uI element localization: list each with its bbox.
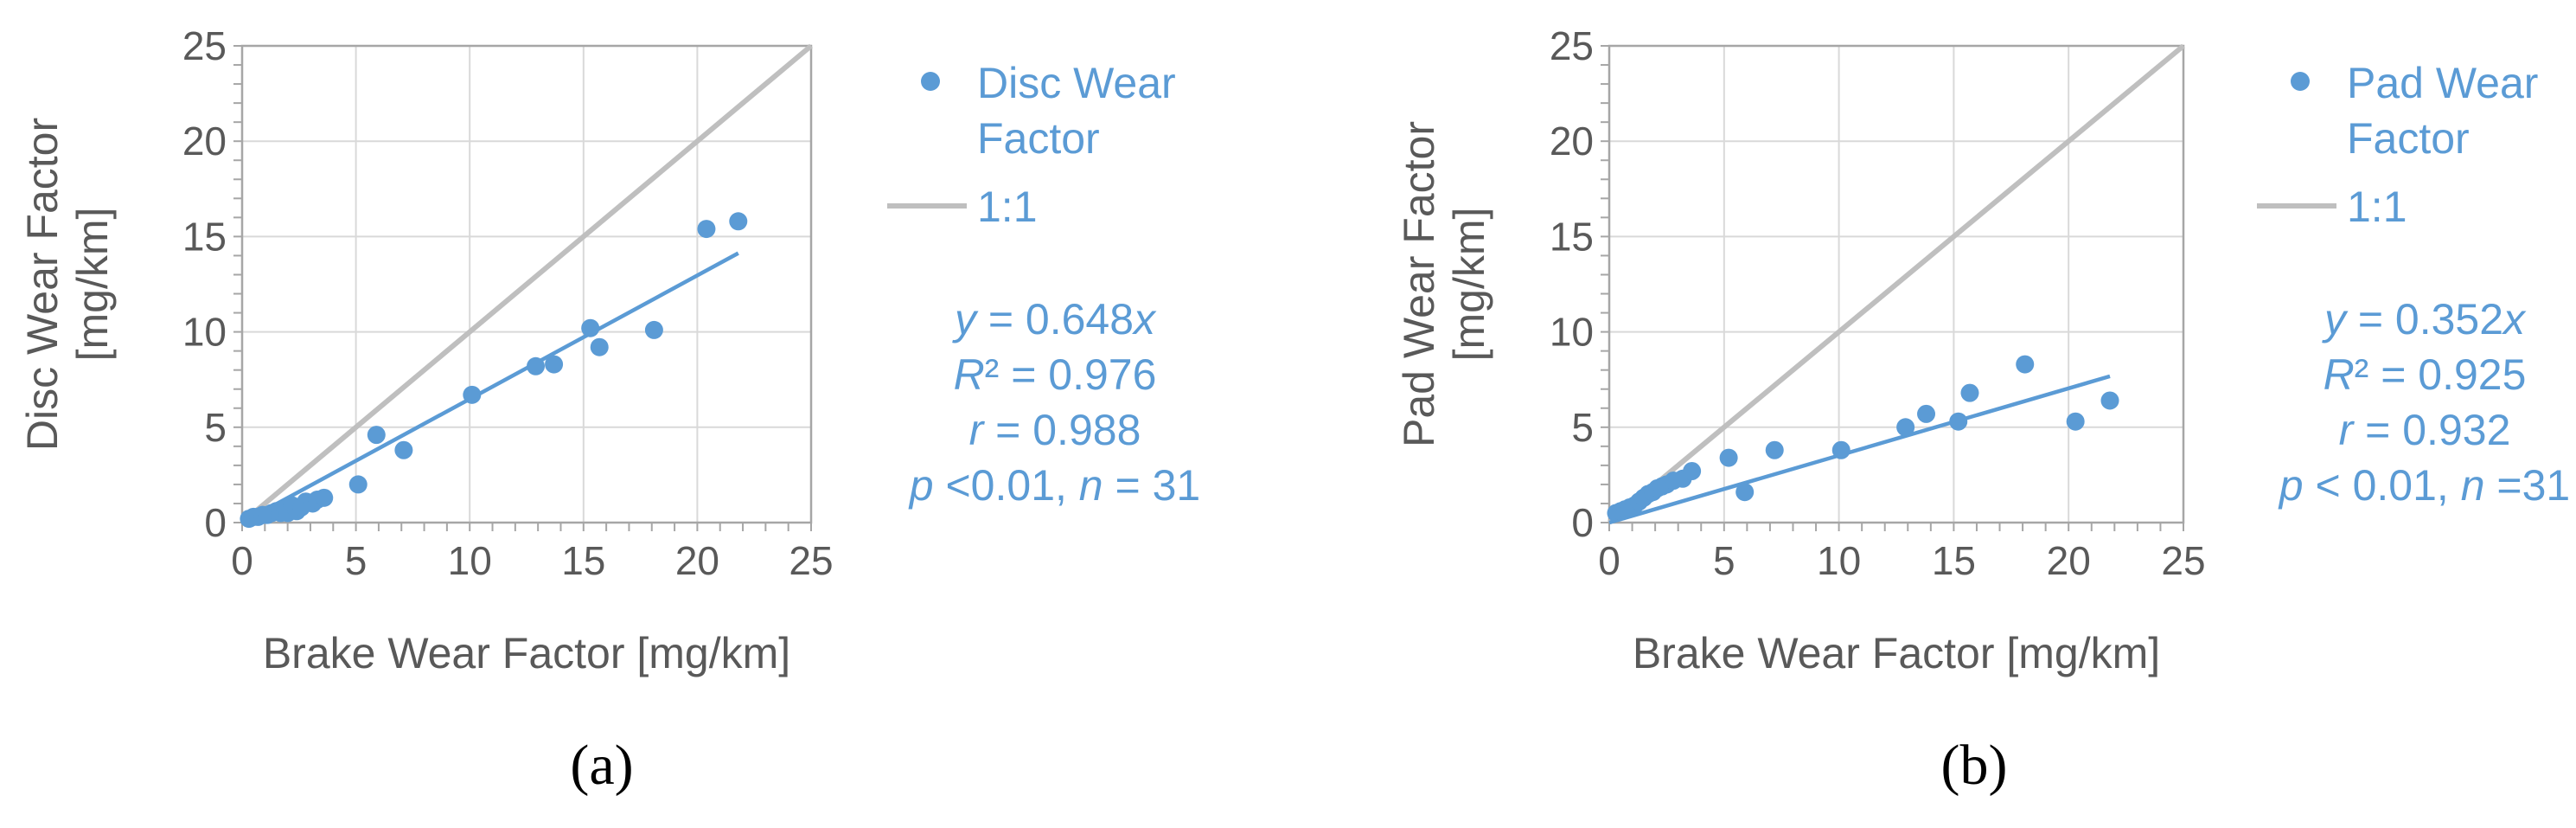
regression-stat: r = 0.988 [969, 406, 1141, 454]
data-point [2016, 355, 2035, 374]
legend-label-series: Pad Wear [2347, 59, 2538, 107]
legend-label-identity: 1:1 [977, 183, 1038, 231]
legend-label-series-cont: Factor [2347, 114, 2470, 163]
legend-label-series: Disc Wear [977, 59, 1176, 107]
y-axis-title-units: [mg/km] [1445, 208, 1493, 362]
legend-label-series-cont: Factor [977, 114, 1100, 163]
data-point [463, 385, 482, 404]
regression-stat: R² = 0.925 [2324, 350, 2527, 399]
y-tick-label: 10 [182, 310, 227, 355]
regression-stat: y = 0.352x [2322, 295, 2527, 343]
y-tick-label: 15 [182, 214, 227, 259]
y-tick-label: 15 [1550, 214, 1594, 259]
data-point [2100, 391, 2119, 410]
y-tick-label: 25 [182, 23, 227, 68]
identity-line [1608, 43, 2185, 525]
data-point [729, 212, 748, 231]
x-tick-label: 25 [2161, 538, 2205, 583]
x-axis-title: Brake Wear Factor [mg/km] [263, 629, 790, 677]
regression-stat: p <0.01, n = 31 [908, 461, 1200, 510]
y-tick-label: 5 [204, 405, 227, 450]
regression-stat: y = 0.648x [952, 295, 1157, 343]
plot-frame [1608, 44, 2185, 524]
y-axis-title-units: [mg/km] [68, 208, 117, 362]
data-point [1719, 448, 1738, 467]
data-point [1831, 440, 1851, 459]
y-tick-label: 20 [182, 119, 227, 164]
data-point [367, 426, 386, 445]
data-point [581, 318, 600, 337]
x-tick-label: 5 [345, 538, 368, 583]
data-point [1896, 418, 1915, 437]
x-tick-label: 25 [789, 538, 833, 583]
data-point [527, 356, 546, 375]
data-point [1949, 412, 1968, 431]
y-tick-label: 0 [204, 500, 227, 545]
y-axis-title: Pad Wear Factor [1395, 121, 1443, 447]
data-point [2066, 412, 2085, 431]
data-point [348, 475, 368, 494]
regression-stat: p < 0.01, n =31 [2278, 461, 2570, 510]
x-tick-label: 20 [2047, 538, 2091, 583]
panel-label: (b) [1941, 734, 2008, 797]
data-point [590, 337, 609, 356]
legend-marker-series [2291, 72, 2310, 91]
y-tick-label: 20 [1550, 119, 1594, 164]
y-tick-label: 0 [1571, 500, 1594, 545]
plot-frame [240, 44, 813, 524]
x-tick-label: 10 [1817, 538, 1861, 583]
legend-marker-series [921, 72, 940, 91]
data-point [315, 488, 334, 507]
y-axis-title: Disc Wear Factor [18, 118, 67, 451]
regression-stat: r = 0.932 [2339, 406, 2511, 454]
chart-panel-a: 0 5 10 15 20 25 0 5 10 15 20 25 Brake Wear Factor [m… [18, 23, 1200, 797]
data-point [1917, 404, 1936, 423]
y-tick-label: 25 [1550, 23, 1594, 68]
x-axis-title: Brake Wear Factor [mg/km] [1633, 629, 2160, 677]
panel-label: (a) [570, 734, 633, 797]
data-point [1765, 440, 1784, 459]
regression-stat: R² = 0.976 [954, 350, 1157, 399]
x-tick-label: 20 [675, 538, 719, 583]
y-tick-label: 10 [1550, 310, 1594, 355]
x-tick-label: 5 [1713, 538, 1735, 583]
x-tick-label: 15 [561, 538, 605, 583]
trendline [240, 251, 739, 524]
x-tick-label: 15 [1932, 538, 1976, 583]
y-tick-label: 5 [1571, 405, 1594, 450]
data-point [545, 355, 564, 374]
data-point [1960, 383, 1979, 402]
data-point [394, 440, 413, 459]
data-point [1735, 483, 1755, 502]
identity-line [240, 43, 813, 525]
x-tick-label: 0 [231, 538, 253, 583]
data-point [697, 220, 716, 239]
x-tick-label: 10 [448, 538, 492, 583]
trendline [1608, 374, 2111, 525]
data-point [1683, 461, 1702, 480]
data-point [644, 320, 663, 339]
legend-label-identity: 1:1 [2347, 183, 2407, 231]
x-tick-label: 0 [1598, 538, 1620, 583]
chart-panel-b: 0 5 10 15 20 25 0 5 10 15 20 25 Brake Wear Factor [m… [1395, 23, 2570, 797]
